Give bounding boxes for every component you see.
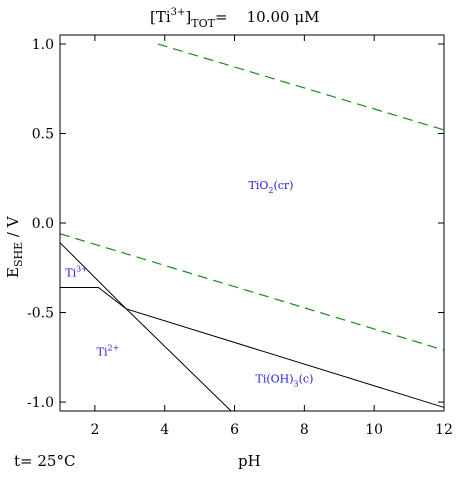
- x-axis-title: pH: [238, 452, 261, 470]
- species-label: Ti(OH)3(c): [255, 372, 313, 388]
- region-labels: TiO2(cr) Ti3+ Ti2+ Ti(OH)3(c): [65, 179, 313, 388]
- water-stability-line: [59, 233, 445, 351]
- title-superscript: 3+: [171, 7, 186, 18]
- y-axis-sub: SHE: [12, 242, 25, 267]
- species-label: TiO2(cr): [249, 179, 294, 195]
- x-tick-label: 8: [300, 422, 309, 438]
- water-stability-lines: [59, 43, 445, 351]
- species-label: Ti3+: [65, 265, 88, 280]
- x-tick-label: 10: [365, 422, 383, 438]
- water-stability-line: [157, 43, 445, 131]
- x-tick-label: 4: [160, 422, 169, 438]
- plot-frame: [59, 34, 445, 412]
- predominance-boundary: [60, 286, 445, 408]
- temperature-label: t= 25°C: [14, 452, 75, 470]
- title-subscript: TOT: [191, 17, 215, 30]
- y-tick-label: -0.5: [27, 306, 54, 322]
- x-tick-label: 6: [230, 422, 239, 438]
- x-tick-label: 2: [90, 422, 99, 438]
- y-axis-main: E: [4, 267, 22, 278]
- species-label: Ti2+: [97, 343, 120, 358]
- y-tick-label: 1.0: [32, 37, 54, 53]
- chart-title: [Ti3+]TOT= 10.00 μM: [150, 7, 319, 30]
- y-axis-unit: / V: [4, 215, 22, 242]
- y-axis-title: ESHE / V: [4, 215, 25, 278]
- grid-and-ticks: 2 4 6 8 10 12 1.0 0.5 0.0 -0.5 -1.0: [27, 35, 453, 438]
- title-bracket: ]: [185, 8, 191, 26]
- predominance-boundaries: [59, 242, 445, 412]
- title-prefix: [Ti: [150, 8, 171, 26]
- y-tick-label: 0.0: [32, 216, 54, 232]
- y-tick-label: -1.0: [27, 395, 54, 411]
- x-tick-label: 12: [435, 422, 453, 438]
- y-tick-label: 0.5: [32, 126, 54, 142]
- title-value: = 10.00 μM: [215, 8, 319, 26]
